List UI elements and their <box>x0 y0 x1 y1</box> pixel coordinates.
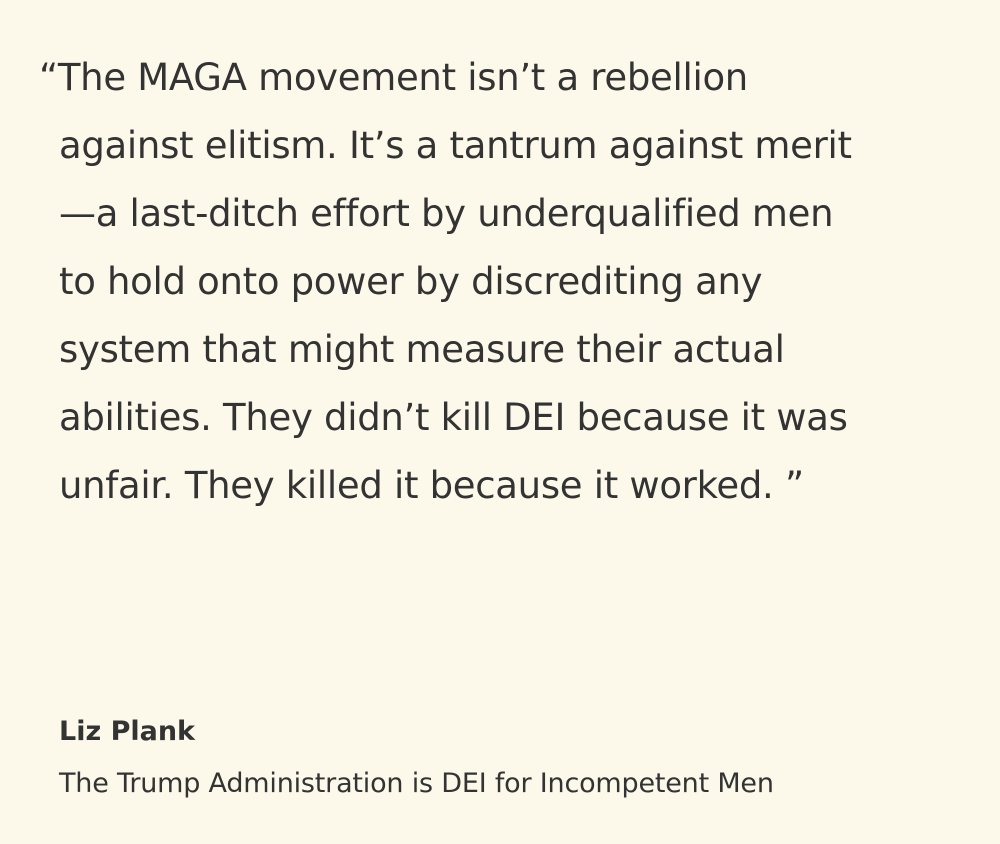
quote-line: against elitism. It’s a tantrum against … <box>59 124 852 167</box>
quote-line: abilities. They didn’t kill DEI because … <box>59 396 848 439</box>
quote-line: —a last-ditch effort by underqualified m… <box>59 192 834 235</box>
quote-line: unfair. They killed it because it worked… <box>59 464 804 507</box>
quote-line: “The MAGA movement isn’t a rebellion <box>39 56 748 99</box>
quote-line: to hold onto power by discrediting any <box>59 260 763 303</box>
quote-source-title: The Trump Administration is DEI for Inco… <box>59 768 774 799</box>
quote-line: system that might measure their actual <box>59 328 785 371</box>
quote-text: “The MAGA movement isn’t a rebellion aga… <box>39 44 989 520</box>
quote-author: Liz Plank <box>59 716 196 747</box>
